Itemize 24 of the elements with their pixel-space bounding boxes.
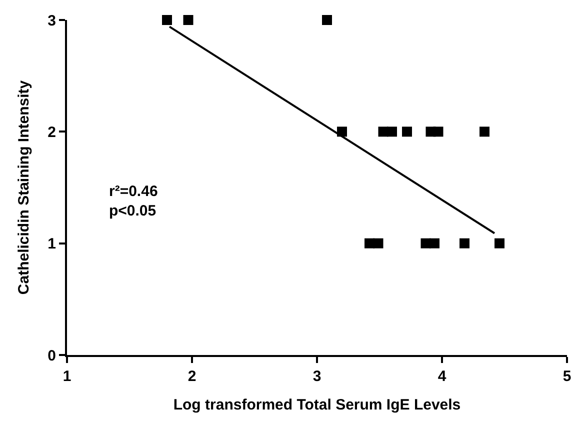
- point: [373, 238, 384, 248]
- point: [494, 238, 504, 248]
- point: [162, 15, 172, 25]
- x-tick-label: 4: [438, 368, 447, 385]
- x-tick-label: 1: [62, 368, 72, 385]
- point: [433, 126, 444, 137]
- point: [430, 238, 440, 248]
- point: [364, 238, 374, 248]
- point: [402, 126, 412, 137]
- point: [387, 126, 397, 137]
- y-axis-title: Cathelicidin Staining Intensity: [15, 80, 32, 295]
- y-tick-label: 0: [48, 347, 56, 364]
- x-tick-label: 3: [312, 368, 322, 385]
- x-tick-label: 2: [188, 368, 196, 385]
- point: [322, 15, 332, 25]
- y-tick-label: 2: [48, 124, 56, 141]
- point: [460, 238, 470, 248]
- point: [183, 15, 194, 25]
- annotation: r²=0.46 p<0.05: [109, 183, 158, 220]
- x-tick-label: 5: [562, 368, 572, 385]
- y-tick-label: 3: [48, 12, 56, 30]
- y-tick-label: 1: [48, 236, 56, 253]
- point: [480, 126, 490, 137]
- x-axis-title: Log transformed Total Serum IgE Levels: [173, 396, 461, 414]
